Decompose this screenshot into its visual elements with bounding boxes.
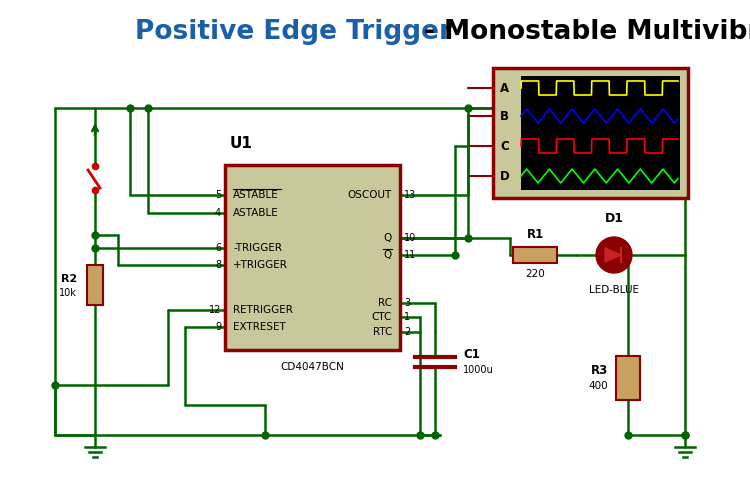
Text: R3: R3: [591, 364, 608, 376]
Text: 6: 6: [214, 243, 221, 253]
Text: 2: 2: [404, 327, 410, 337]
Bar: [616, 356, 640, 400]
Text: 400: 400: [588, 381, 608, 391]
Text: +TRIGGER: +TRIGGER: [233, 260, 288, 270]
Text: R2: R2: [61, 274, 77, 284]
Circle shape: [596, 237, 632, 273]
Text: 13: 13: [404, 190, 416, 200]
Bar: [521, 76, 680, 190]
Text: RETRIGGER: RETRIGGER: [233, 305, 292, 315]
Text: Positive Edge Trigger: Positive Edge Trigger: [135, 19, 452, 45]
Text: 3: 3: [404, 298, 410, 308]
Text: Q: Q: [384, 233, 392, 243]
Text: B: B: [500, 110, 509, 122]
Text: C: C: [500, 140, 508, 152]
Text: U1: U1: [230, 136, 253, 151]
Text: C1: C1: [463, 348, 480, 360]
Text: D: D: [500, 170, 510, 182]
Text: -TRIGGER: -TRIGGER: [233, 243, 282, 253]
Text: A: A: [500, 82, 509, 94]
Text: 12: 12: [209, 305, 221, 315]
Text: LED-BLUE: LED-BLUE: [589, 285, 639, 295]
Text: R1: R1: [526, 228, 544, 241]
Bar: [225, 165, 400, 350]
Text: 1: 1: [404, 312, 410, 322]
Text: EXTRESET: EXTRESET: [233, 322, 286, 332]
Bar: [493, 68, 688, 198]
Text: 9: 9: [214, 322, 221, 332]
Text: ASTABLE: ASTABLE: [233, 190, 279, 200]
Text: 11: 11: [404, 250, 416, 260]
Text: CD4047BCN: CD4047BCN: [280, 362, 344, 372]
Text: D1: D1: [604, 212, 623, 225]
Text: OSCOUT: OSCOUT: [348, 190, 392, 200]
Text: ASTABLE: ASTABLE: [233, 208, 279, 218]
Bar: [87, 265, 103, 305]
Text: CTC: CTC: [372, 312, 392, 322]
Text: 1000u: 1000u: [463, 365, 494, 375]
Polygon shape: [605, 248, 621, 262]
Text: RTC: RTC: [373, 327, 392, 337]
Text: 10k: 10k: [59, 288, 77, 298]
Text: 5: 5: [214, 190, 221, 200]
Text: 4: 4: [214, 208, 221, 218]
Text: 8: 8: [214, 260, 221, 270]
Text: RC: RC: [378, 298, 392, 308]
Bar: [513, 247, 557, 263]
Text: Q: Q: [384, 250, 392, 260]
Text: - Monostable Multivibrator: - Monostable Multivibrator: [424, 19, 750, 45]
Text: 10: 10: [404, 233, 416, 243]
Text: 220: 220: [525, 269, 544, 279]
